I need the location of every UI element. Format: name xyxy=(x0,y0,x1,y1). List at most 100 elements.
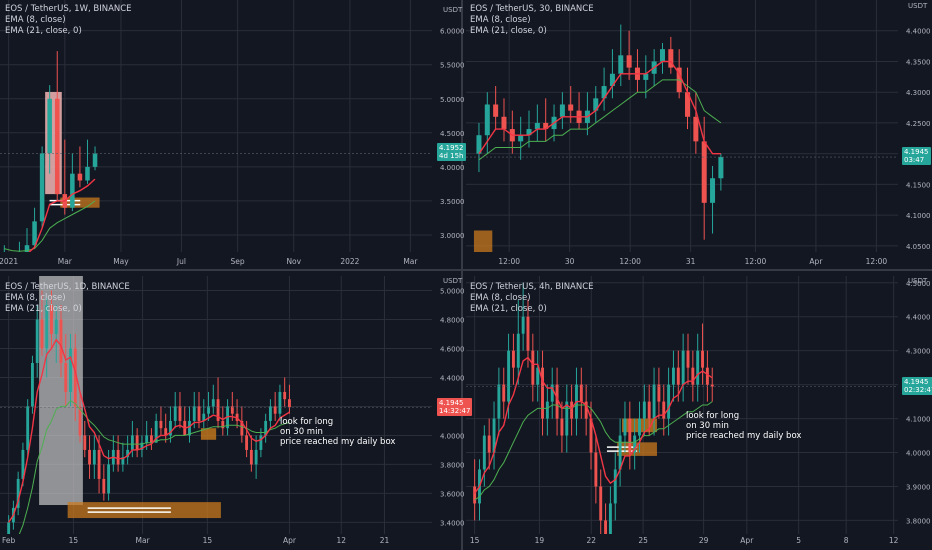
x-tick-label: 31 xyxy=(686,257,696,266)
candle-body xyxy=(601,86,607,99)
x-tick-label: 12 xyxy=(337,536,347,545)
y-tick-label: 5.0000 xyxy=(440,96,465,104)
candle-body xyxy=(685,92,691,117)
candle-body xyxy=(97,449,101,479)
y-tick-label: 4.1000 xyxy=(906,416,931,424)
ema-slow-legend[interactable]: EMA (21, close, 0) xyxy=(5,304,82,314)
candle-body xyxy=(618,55,624,74)
candle-body xyxy=(259,435,263,450)
candle-body xyxy=(92,153,98,167)
candle-body xyxy=(579,384,583,402)
bar-countdown: 02:32:47 xyxy=(904,386,932,394)
x-tick-label: Feb xyxy=(2,536,16,545)
candle-body xyxy=(283,391,287,400)
x-tick-label: 12:00 xyxy=(866,257,888,266)
candle-body xyxy=(126,449,130,458)
candle-body xyxy=(691,367,695,385)
candle-body xyxy=(559,104,565,117)
candle-body xyxy=(278,391,282,414)
ema-fast-line xyxy=(478,60,721,155)
ema-slow-legend[interactable]: EMA (21, close, 0) xyxy=(470,26,547,36)
candle-body xyxy=(140,442,144,450)
candle-body xyxy=(7,522,11,534)
candle-body xyxy=(83,435,87,450)
candle-body xyxy=(526,129,532,136)
candle-body xyxy=(589,418,593,453)
y-tick-label: 4.4000 xyxy=(440,374,465,382)
candle-body xyxy=(502,384,506,402)
candle-body xyxy=(693,116,699,142)
y-tick-label: 3.8000 xyxy=(440,461,465,469)
x-tick-label: 12:00 xyxy=(498,257,520,266)
candle-body xyxy=(92,449,96,465)
candle-body xyxy=(493,104,499,117)
candle-body xyxy=(149,435,153,443)
symbol-title[interactable]: EOS / TetherUS, 30, BINANCE xyxy=(470,4,594,14)
price-zone xyxy=(200,428,217,440)
x-tick-label: 12:00 xyxy=(619,257,641,266)
panel-m30-header: EOS / TetherUS, 30, BINANCE EMA (8, clos… xyxy=(470,4,594,37)
candle-body xyxy=(633,435,637,453)
x-tick-label: 8 xyxy=(844,536,849,545)
x-tick-label: 15 xyxy=(470,536,480,545)
candle-body xyxy=(130,435,134,450)
candle-body xyxy=(39,153,45,222)
candle-body xyxy=(135,435,139,450)
candle-body xyxy=(534,122,540,130)
last-price-tag: 4.1945 02:32:47 xyxy=(902,377,932,395)
y-tick-label: 5.0000 xyxy=(440,287,465,295)
candle-body xyxy=(686,350,690,368)
ema-fast-legend[interactable]: EMA (8, close) xyxy=(5,293,66,303)
candle-body xyxy=(618,435,622,470)
candle-body xyxy=(476,135,482,154)
candle-body xyxy=(24,245,30,252)
y-tick-label: 6.0000 xyxy=(440,28,465,36)
y-tick-label: 4.3000 xyxy=(906,89,931,97)
symbol-title[interactable]: EOS / TetherUS, 1W, BINANCE xyxy=(5,4,132,14)
x-tick-label: Apr xyxy=(283,536,297,545)
last-price: 4.1945 xyxy=(904,378,929,386)
ema-slow-line xyxy=(478,79,722,161)
candle-body xyxy=(568,104,574,111)
candle-body xyxy=(638,418,641,436)
x-tick-label: 30 xyxy=(565,257,575,266)
candle-body xyxy=(599,486,603,521)
candle-body xyxy=(178,406,182,421)
x-tick-label: 19 xyxy=(535,536,545,545)
candle-body xyxy=(78,406,82,436)
symbol-title[interactable]: EOS / TetherUS, 1D, BINANCE xyxy=(5,282,130,292)
ema-fast-legend[interactable]: EMA (8, close) xyxy=(5,15,66,25)
candle-body xyxy=(662,401,666,419)
axis-unit-label: USDT xyxy=(908,277,928,285)
y-tick-label: 4.4000 xyxy=(906,28,931,36)
candle-body xyxy=(657,384,661,402)
candle-body xyxy=(221,420,225,429)
candle-body xyxy=(268,406,272,421)
candle-body xyxy=(671,367,675,385)
annotation-line: on 30 min xyxy=(280,427,323,437)
axis-unit-label: USDT xyxy=(443,277,463,285)
candle-body xyxy=(696,350,700,385)
last-price: 4.1952 xyxy=(439,144,464,152)
last-price-tag: 4.1952 4d 15h xyxy=(437,143,466,161)
x-tick-label: Mar xyxy=(135,536,150,545)
candle-body xyxy=(516,333,520,368)
candle-body xyxy=(593,98,599,111)
y-tick-label: 4.1500 xyxy=(906,181,931,189)
candle-body xyxy=(35,319,39,363)
annotation-line: look for long xyxy=(686,411,740,421)
x-tick-label: 12 xyxy=(889,536,899,545)
x-tick-label: 15 xyxy=(203,536,213,545)
candle-body xyxy=(26,406,30,450)
symbol-title[interactable]: EOS / TetherUS, 4h, BINANCE xyxy=(470,282,594,292)
candle-body xyxy=(45,304,49,349)
ema-slow-legend[interactable]: EMA (21, close, 0) xyxy=(470,304,547,314)
ema-slow-legend[interactable]: EMA (21, close, 0) xyxy=(5,26,82,36)
ema-fast-legend[interactable]: EMA (8, close) xyxy=(470,293,531,303)
candle-body xyxy=(173,406,177,421)
bar-countdown: 4d 15h xyxy=(439,152,464,160)
candle-body xyxy=(192,406,196,421)
h4-annotation: look for long on 30 min price reached my… xyxy=(686,411,801,441)
ema-fast-legend[interactable]: EMA (8, close) xyxy=(470,15,531,25)
